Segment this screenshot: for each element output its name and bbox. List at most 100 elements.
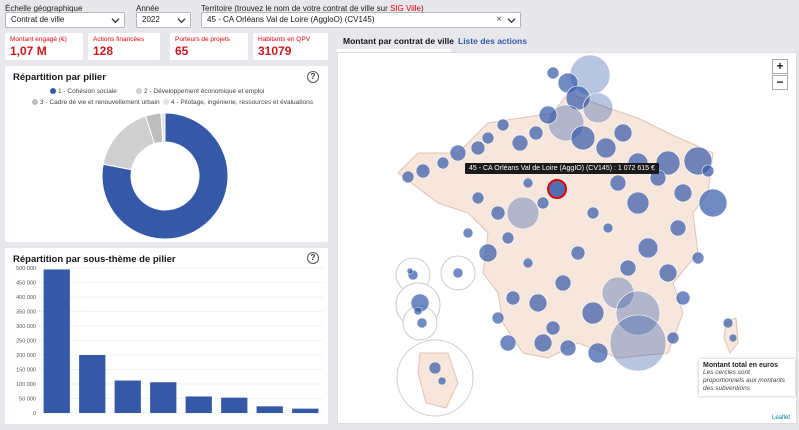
map-bubble	[691, 251, 705, 265]
bar-chart: 0 50 000 100 000 150 000 200 000 250 000 300 0…	[16, 266, 323, 417]
active-tab-indicator	[337, 49, 451, 52]
kpi-habitants: Habitants en QPV 31079	[253, 33, 328, 60]
map-bubble	[581, 301, 605, 325]
y-tick-label: 450 000	[16, 281, 36, 287]
map-bubble	[501, 231, 515, 245]
map-bubble	[546, 66, 560, 80]
kpi-value: 128	[93, 44, 114, 58]
year-select[interactable]: 2022	[136, 12, 191, 28]
tab-liste-actions[interactable]: Liste des actions	[458, 36, 527, 46]
help-icon[interactable]: ?	[307, 252, 319, 264]
inset-bubble	[437, 376, 447, 386]
map-bubbles	[401, 54, 738, 386]
map-bubble	[701, 164, 715, 178]
pie-card-title: Répartition par pilier	[13, 72, 106, 83]
inset-bubble	[428, 361, 442, 375]
map-bubble	[522, 257, 534, 269]
map-bubble	[698, 188, 728, 218]
map-bubble	[415, 163, 431, 179]
map-bubble	[478, 243, 498, 263]
map-bubble	[506, 196, 540, 230]
territory-label-end: )	[420, 4, 424, 13]
territory-label-text: Territoire (trouvez le nom de votre cont…	[201, 4, 388, 13]
map-panel[interactable]: + − 45 - CA Orléans Val de Loire (AggIO)…	[337, 52, 797, 424]
legend-label: 4 - Pilotage, ingénierie, ressources et …	[171, 99, 313, 106]
bar-1	[43, 269, 70, 413]
inset-bubble	[413, 306, 423, 316]
pie-card: Répartition par pilier ? 1 - Cohésion so…	[5, 66, 328, 242]
map-legend-title: Montant total en euros	[703, 362, 779, 369]
y-tick-label: 100 000	[16, 382, 36, 388]
bar-3	[114, 380, 141, 413]
pie-legend-item[interactable]: 4 - Pilotage, ingénierie, ressources et …	[163, 99, 313, 106]
map-bubble	[615, 290, 661, 336]
legend-dot	[50, 88, 56, 94]
map-bubble	[565, 85, 591, 111]
map-bubble	[499, 334, 517, 352]
year-value: 2022	[142, 15, 160, 24]
bar-4	[150, 382, 177, 413]
territory-value: 45 - CA Orléans Val de Loire (AggloO) (C…	[207, 15, 375, 24]
map-bubble	[609, 174, 627, 192]
map-bubble	[602, 222, 614, 234]
map-bubble	[613, 123, 633, 143]
pie-legend-item[interactable]: 1 - Cohésion sociale	[50, 88, 117, 95]
kpi-porteurs: Porteurs de projets 65	[170, 33, 248, 60]
map-bubble	[626, 191, 650, 215]
france-map[interactable]	[338, 53, 796, 423]
pie-chart	[101, 112, 229, 240]
tab-montant[interactable]: Montant par contrat de ville	[343, 36, 454, 46]
kpi-value: 65	[175, 44, 189, 58]
clear-icon[interactable]: ×	[496, 14, 502, 25]
bar-card-title: Répartition par sous-thème de pilier	[13, 254, 176, 265]
map-bubble	[522, 177, 534, 189]
inset-bubble	[452, 267, 464, 279]
scale-select[interactable]: Contrat de ville	[5, 12, 125, 28]
map-bubble	[491, 311, 505, 325]
inset-bubble	[416, 317, 428, 329]
pie-legend-item[interactable]: 2 - Développement économique et emploi	[136, 88, 264, 95]
legend-dot	[136, 88, 142, 94]
map-bubble	[587, 342, 609, 364]
map-bubble	[666, 331, 680, 345]
map-legend: Montant total en euros Les cercles sont …	[699, 359, 795, 396]
chevron-down-icon	[507, 18, 516, 24]
map-bubble	[462, 227, 474, 239]
map-bubble	[637, 237, 659, 259]
map-bubble	[436, 156, 450, 170]
y-tick-label: 200 000	[16, 353, 36, 359]
chevron-down-icon	[177, 18, 186, 24]
map-bubble	[595, 137, 617, 159]
map-bubble	[559, 339, 577, 357]
map-bubble	[554, 274, 572, 292]
sig-ville-link[interactable]: SIG Ville	[389, 4, 421, 13]
zoom-in-button[interactable]: +	[772, 59, 788, 74]
map-tooltip: 45 - CA Orléans Val de Loire (AggIO) (CV…	[465, 163, 659, 174]
kpi-label: Habitants en QPV	[258, 36, 311, 43]
bar-card: Répartition par sous-thème de pilier ? 0…	[5, 248, 328, 424]
map-bubble	[658, 263, 678, 283]
legend-dot	[32, 99, 38, 105]
pie-legend-item[interactable]: 3 - Cadre de vie et renouvellement urbai…	[32, 99, 160, 106]
map-bubble	[669, 219, 687, 237]
help-icon[interactable]: ?	[307, 71, 319, 83]
legend-dot	[163, 99, 169, 105]
territory-select[interactable]: 45 - CA Orléans Val de Loire (AggloO) (C…	[201, 12, 521, 28]
y-tick-label: 150 000	[16, 368, 36, 374]
scale-label: Échelle géographique	[5, 4, 83, 13]
map-bubble	[586, 206, 600, 220]
scale-value: Contrat de ville	[11, 15, 65, 24]
chevron-down-icon	[111, 18, 120, 24]
kpi-actions: Actions financées 128	[88, 33, 160, 60]
map-bubble	[505, 290, 521, 306]
map-bubble	[570, 125, 596, 151]
kpi-value: 31079	[258, 44, 292, 58]
map-bubble	[673, 183, 693, 203]
map-bubble	[470, 140, 486, 156]
map-bubble	[401, 170, 415, 184]
leaflet-attribution[interactable]: Leaflet	[771, 415, 790, 421]
selected-bubble-orleans	[547, 179, 567, 199]
zoom-out-button[interactable]: −	[772, 75, 788, 90]
y-tick-label: 500 000	[16, 266, 36, 272]
y-tick-label: 250 000	[16, 339, 36, 345]
